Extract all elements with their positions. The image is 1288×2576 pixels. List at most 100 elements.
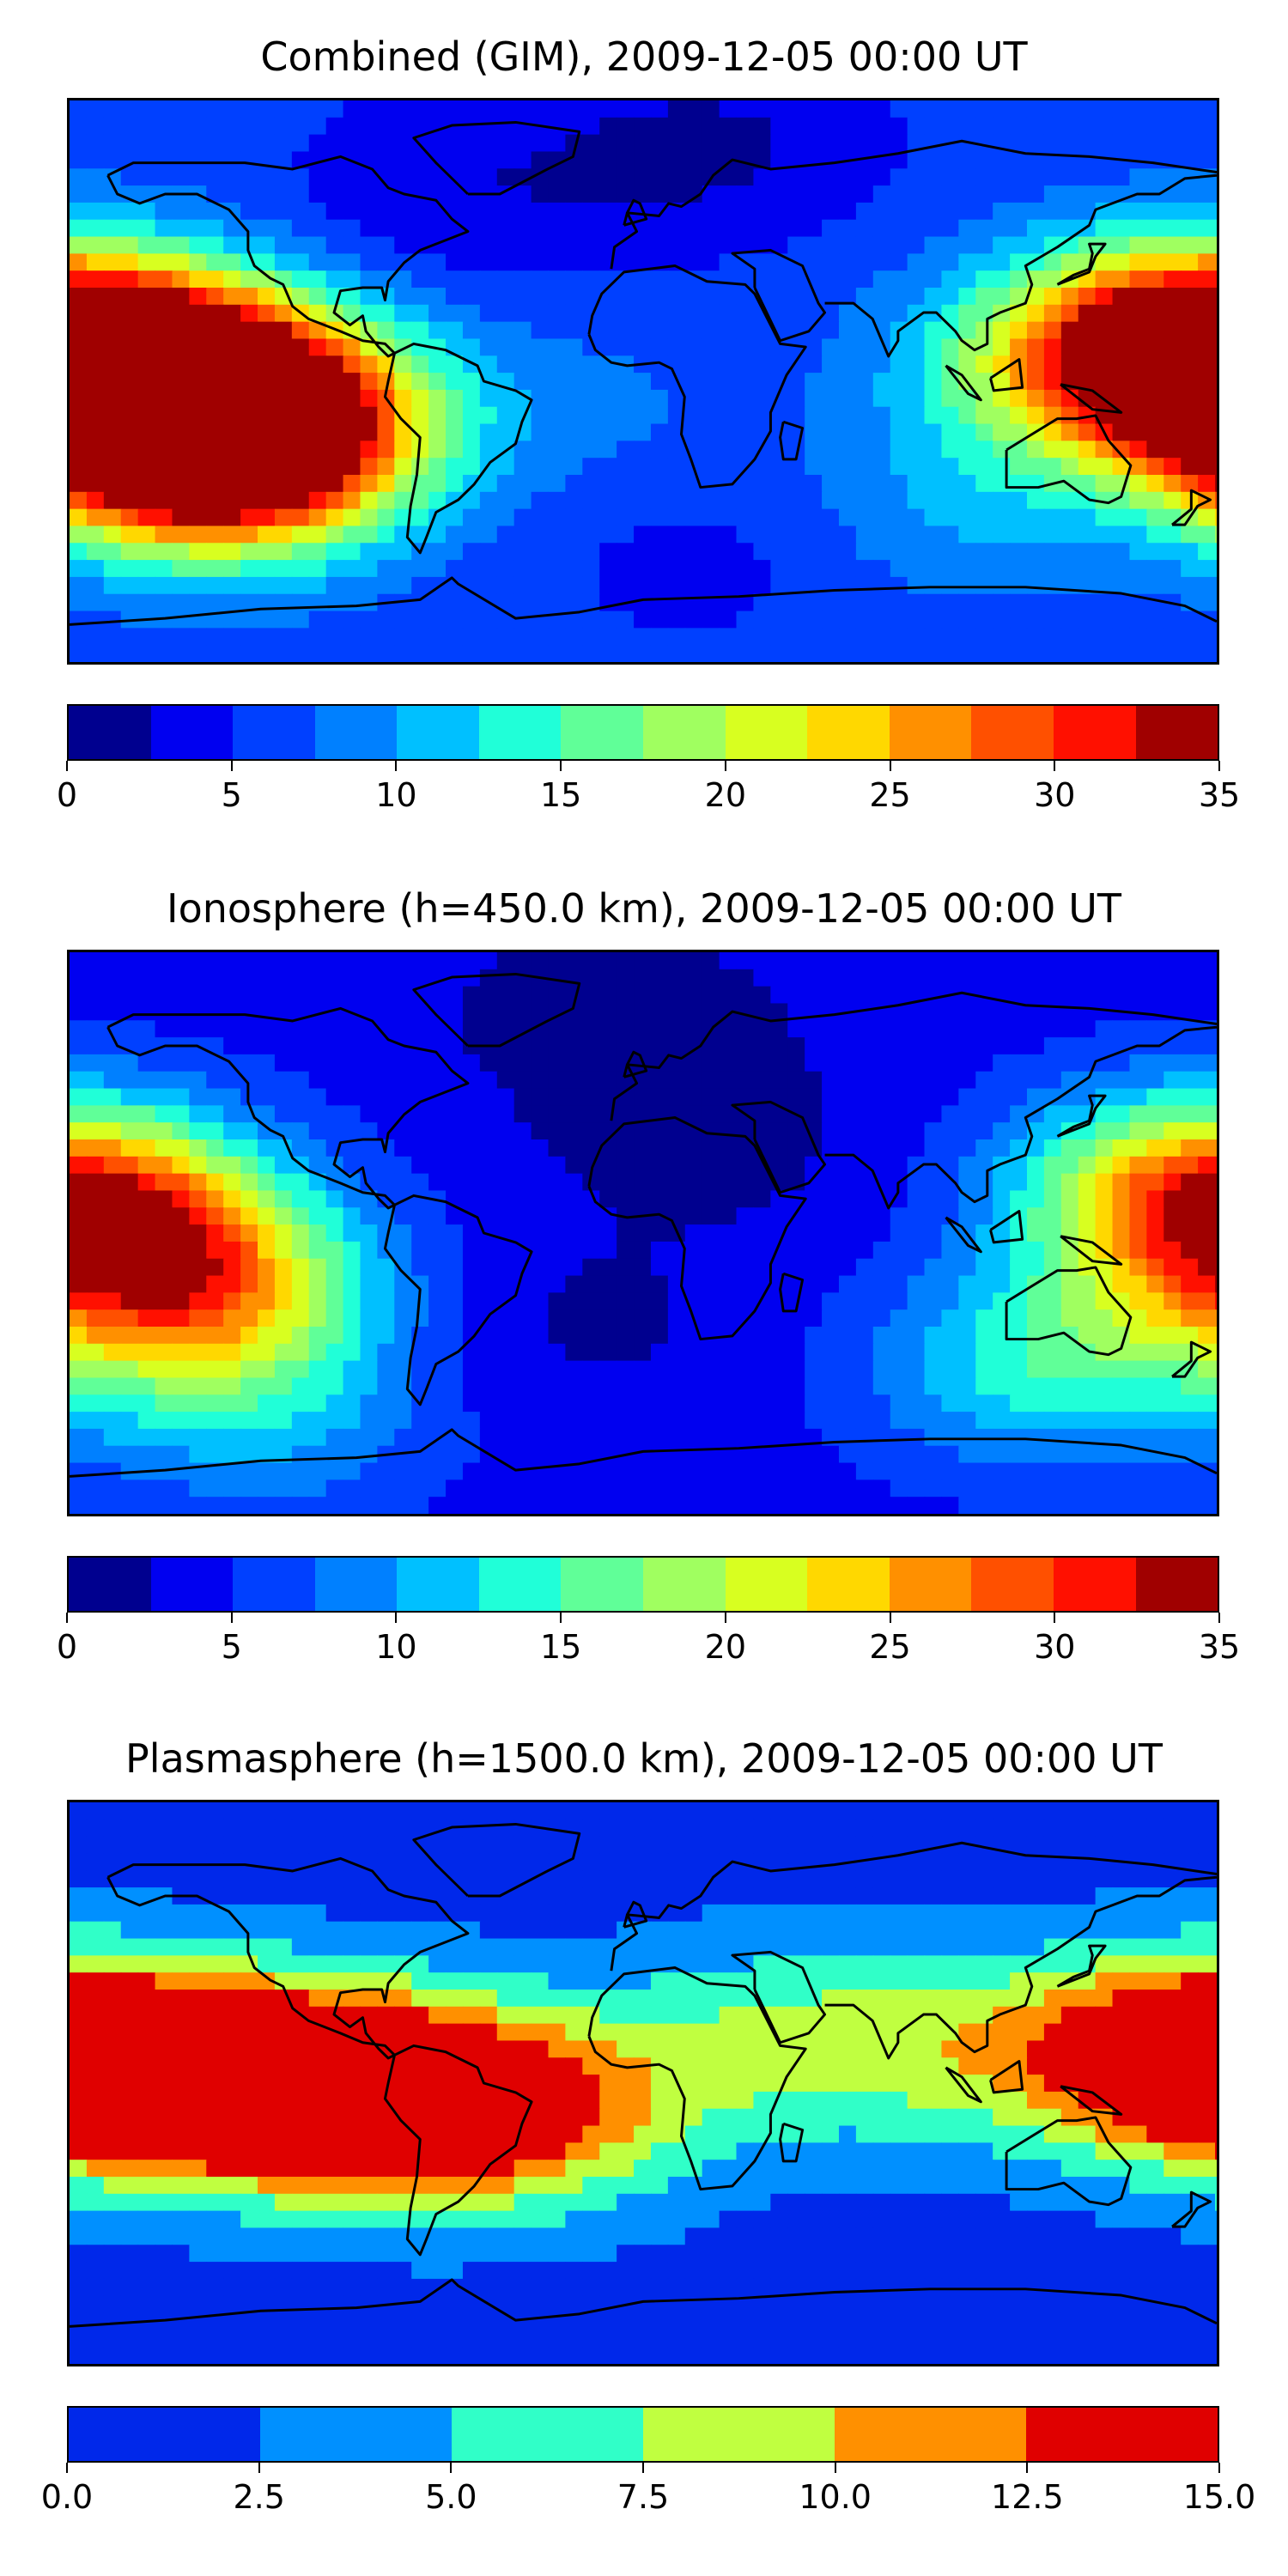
coastline (587, 264, 807, 489)
contour-cell (206, 253, 224, 271)
contour-cell (565, 270, 583, 289)
contour-cell (667, 406, 686, 425)
contour-cell (822, 100, 840, 118)
contour-cell (446, 645, 464, 662)
contour-cell (822, 628, 840, 646)
contour-cell (377, 1258, 395, 1277)
contour-cell (634, 1327, 652, 1345)
contour-cell (975, 1327, 993, 1345)
contour-cell (496, 1071, 515, 1090)
contour-cell (975, 304, 993, 323)
contour-cell (1129, 1071, 1147, 1090)
contour-cell (70, 185, 88, 204)
contour-cell (958, 1412, 976, 1430)
contour-cell (86, 1207, 105, 1225)
contour-cell (838, 1479, 857, 1498)
contour-cell (684, 1870, 703, 1888)
contour-cell (274, 1224, 293, 1242)
contour-cell (1112, 593, 1131, 612)
contour-cell (446, 168, 464, 186)
contour-cell (462, 1173, 481, 1192)
contour-cell (872, 611, 891, 629)
contour-cell (120, 134, 139, 153)
contour-cell (975, 1853, 993, 1871)
contour-cell (1043, 645, 1062, 662)
contour-cell (753, 1497, 771, 1514)
contour-cell (513, 475, 532, 493)
contour-cell (308, 508, 327, 527)
contour-cell (548, 185, 567, 204)
contour-cell (446, 1122, 464, 1140)
contour-cell (1026, 321, 1045, 340)
contour-cell (634, 1003, 652, 1021)
contour-cell (479, 440, 498, 459)
contour-cell (308, 1122, 327, 1140)
contour-cell (531, 560, 550, 578)
contour-cell (513, 253, 532, 271)
contour-cell (753, 1445, 771, 1464)
contour-cell (411, 373, 429, 391)
contour-cell (496, 1156, 515, 1175)
contour-cell (582, 1173, 600, 1192)
contour-cell (650, 1190, 669, 1208)
contour-cell (1060, 543, 1079, 561)
contour-cell (360, 1292, 378, 1310)
contour-cell (103, 628, 122, 646)
contour-cell (343, 986, 361, 1005)
contour-cell (805, 185, 823, 204)
contour-cell (360, 475, 378, 493)
contour-cell (428, 100, 447, 118)
contour-cell (1146, 117, 1164, 136)
contour-cell (993, 1139, 1011, 1157)
contour-cell (462, 288, 481, 306)
contour-cell (1026, 611, 1045, 629)
contour-cell (1112, 543, 1131, 561)
contour-cell (1181, 526, 1199, 544)
contour-cell (1215, 628, 1217, 646)
contour-cell (479, 406, 498, 425)
contour-cell (325, 270, 344, 289)
contour-cell (907, 270, 926, 289)
contour-cell (1026, 1207, 1045, 1225)
contour-cell (274, 1327, 293, 1345)
contour-cell (993, 288, 1011, 306)
contour-cell (206, 270, 224, 289)
contour-cell (103, 1258, 122, 1277)
contour-cell (325, 338, 344, 356)
contour-cell (206, 576, 224, 595)
contour-cell (702, 1394, 720, 1413)
contour-cell (565, 491, 583, 510)
contour-cell (548, 1360, 567, 1379)
contour-cell (496, 986, 515, 1005)
contour-cell (736, 423, 755, 441)
contour-cell (155, 1309, 173, 1327)
contour-cell (1078, 236, 1097, 254)
contour-cell (924, 389, 943, 408)
contour-cell (462, 100, 481, 118)
contour-cell (941, 168, 959, 186)
contour-cell (70, 389, 88, 408)
contour-cell (838, 526, 857, 544)
contour-cell (1060, 1462, 1079, 1480)
contour-cell (189, 1275, 207, 1293)
contour-cell (1181, 1479, 1199, 1498)
contour-cell (548, 1802, 567, 1820)
contour-cell (1078, 1412, 1097, 1430)
contour-cell (86, 1360, 105, 1379)
contour-cell (1198, 593, 1216, 612)
contour-cell (1112, 645, 1131, 662)
contour-cell (650, 628, 669, 646)
contour-cell (872, 1819, 891, 1838)
contour-cell (258, 1122, 276, 1140)
contour-cell (805, 1497, 823, 1514)
contour-cell (958, 100, 976, 118)
contour-cell (479, 1054, 498, 1072)
contour-cell (1129, 986, 1147, 1005)
contour-cell (428, 406, 447, 425)
contour-cell (548, 423, 567, 441)
contour-cell (855, 1462, 874, 1480)
contour-cell (805, 475, 823, 493)
contour-cell (189, 1360, 207, 1379)
contour-cell (172, 458, 190, 476)
contour-cell (1146, 1497, 1164, 1514)
